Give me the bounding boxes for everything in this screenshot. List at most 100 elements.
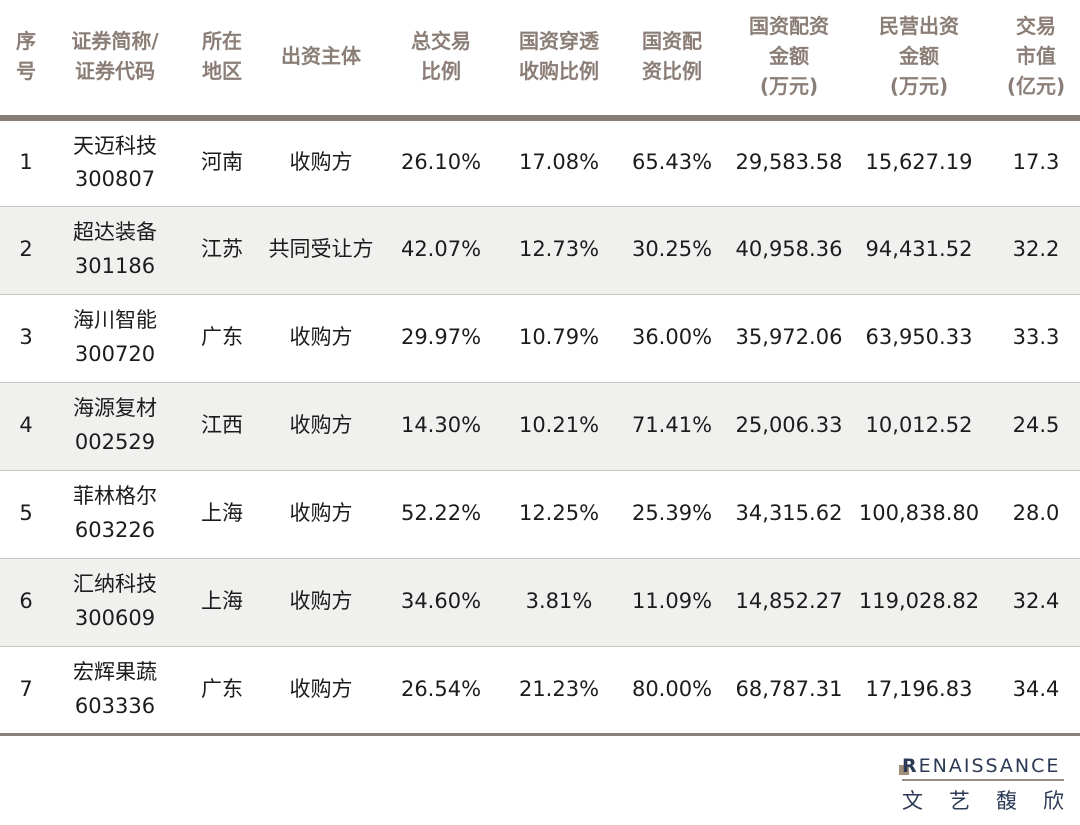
cell-index: 7 bbox=[19, 676, 33, 701]
security-code: 300609 bbox=[74, 606, 156, 630]
cell-market-value: 33.3 bbox=[1012, 325, 1060, 350]
cell-total-ratio: 29.97% bbox=[400, 325, 482, 350]
cell-index: 4 bbox=[19, 413, 33, 438]
cell-region: 广东 bbox=[201, 676, 243, 701]
cell-region: 江苏 bbox=[201, 237, 243, 262]
cell-allocation-ratio: 25.39% bbox=[631, 501, 713, 526]
cell-private-amount: 10,012.52 bbox=[865, 413, 973, 438]
cell-entity: 收购方 bbox=[289, 150, 353, 175]
cell-market-value: 17.3 bbox=[1012, 150, 1060, 175]
cell-total-ratio: 42.07% bbox=[400, 237, 482, 262]
cell-allocation-ratio: 30.25% bbox=[631, 237, 713, 262]
logo-r-mark: R bbox=[899, 755, 919, 777]
brand-chinese-name: 文艺馥欣 bbox=[902, 788, 1080, 813]
cell-private-amount: 63,950.33 bbox=[865, 325, 973, 350]
cell-total-ratio: 34.60% bbox=[400, 589, 482, 614]
security-name: 海源复材 bbox=[73, 396, 157, 421]
cell-private-amount: 15,627.19 bbox=[865, 150, 973, 175]
col-header-state-amount: 国资配资 金额 (万元) bbox=[749, 13, 829, 98]
table-row: 7 宏辉果蔬 603336 广东 收购方 26.54% 21.23% 80.00… bbox=[0, 646, 1080, 734]
cell-total-ratio: 14.30% bbox=[400, 413, 482, 438]
cell-penetration-ratio: 10.21% bbox=[518, 413, 600, 438]
cell-penetration-ratio: 21.23% bbox=[518, 676, 600, 701]
cell-entity: 收购方 bbox=[289, 676, 353, 701]
logo-swatch-icon bbox=[899, 764, 909, 775]
cell-penetration-ratio: 12.73% bbox=[518, 237, 600, 262]
col-header-region: 所在 地区 bbox=[202, 28, 242, 83]
cell-private-amount: 17,196.83 bbox=[865, 676, 973, 701]
brand-wordmark: RENAISSANCE bbox=[899, 755, 1064, 777]
brand-initial: R bbox=[902, 755, 919, 777]
security-code: 603336 bbox=[74, 693, 156, 718]
cell-state-amount: 29,583.58 bbox=[735, 150, 843, 175]
cell-state-amount: 68,787.31 bbox=[735, 676, 843, 701]
cell-allocation-ratio: 71.41% bbox=[631, 413, 713, 438]
cell-private-amount: 94,431.52 bbox=[865, 237, 973, 262]
security-name: 天迈科技 bbox=[73, 133, 157, 158]
deals-table: 序 号 证券简称/ 证券代码 所在 地区 出资主体 总交易 比例 国资穿透 收购… bbox=[0, 0, 1080, 734]
cell-index: 1 bbox=[19, 150, 33, 175]
security-name: 菲林格尔 bbox=[73, 484, 157, 509]
cell-entity: 收购方 bbox=[289, 413, 353, 438]
security-code: 300807 bbox=[74, 167, 156, 192]
cell-market-value: 34.4 bbox=[1012, 676, 1060, 701]
cell-penetration-ratio: 17.08% bbox=[518, 150, 600, 175]
cell-security: 菲林格尔 603226 bbox=[52, 470, 178, 558]
cell-state-amount: 40,958.36 bbox=[735, 237, 843, 262]
cell-entity: 收购方 bbox=[289, 501, 353, 526]
cell-region: 广东 bbox=[201, 325, 243, 350]
table-row: 1 天迈科技 300807 河南 收购方 26.10% 17.08% 65.43… bbox=[0, 118, 1080, 206]
table-body: 1 天迈科技 300807 河南 收购方 26.10% 17.08% 65.43… bbox=[0, 118, 1080, 734]
cell-entity: 收购方 bbox=[289, 325, 353, 350]
table-row: 4 海源复材 002529 江西 收购方 14.30% 10.21% 71.41… bbox=[0, 382, 1080, 470]
security-name: 汇纳科技 bbox=[73, 572, 157, 597]
cell-total-ratio: 52.22% bbox=[400, 501, 482, 526]
cell-security: 汇纳科技 300609 bbox=[52, 558, 178, 646]
cell-state-amount: 14,852.27 bbox=[735, 589, 843, 614]
cell-private-amount: 119,028.82 bbox=[858, 589, 980, 614]
col-header-total-ratio: 总交易 比例 bbox=[411, 28, 471, 83]
cell-market-value: 24.5 bbox=[1012, 413, 1060, 438]
security-code: 300720 bbox=[74, 342, 156, 366]
cell-security: 宏辉果蔬 603336 bbox=[52, 646, 178, 734]
cell-total-ratio: 26.10% bbox=[400, 150, 482, 175]
cell-state-amount: 35,972.06 bbox=[735, 325, 843, 350]
cell-index: 2 bbox=[19, 237, 33, 262]
cell-entity: 收购方 bbox=[289, 589, 353, 614]
cell-market-value: 32.4 bbox=[1012, 589, 1060, 614]
brand-divider bbox=[902, 778, 1064, 781]
col-header-private-amount: 民营出资 金额 (万元) bbox=[879, 13, 959, 98]
cell-state-amount: 25,006.33 bbox=[735, 413, 843, 438]
col-header-penetration-ratio: 国资穿透 收购比例 bbox=[519, 28, 599, 83]
table-row: 6 汇纳科技 300609 上海 收购方 34.60% 3.81% 11.09%… bbox=[0, 558, 1080, 646]
security-code: 301186 bbox=[74, 254, 156, 278]
security-name: 宏辉果蔬 bbox=[73, 659, 157, 684]
col-header-index: 序 号 bbox=[16, 28, 36, 83]
col-header-allocation-ratio: 国资配 资比例 bbox=[642, 28, 702, 83]
table-row: 5 菲林格尔 603226 上海 收购方 52.22% 12.25% 25.39… bbox=[0, 470, 1080, 558]
header-row: 序 号 证券简称/ 证券代码 所在 地区 出资主体 总交易 比例 国资穿透 收购… bbox=[0, 0, 1080, 118]
cell-penetration-ratio: 12.25% bbox=[518, 501, 600, 526]
cell-security: 超达装备 301186 bbox=[52, 206, 178, 294]
brand-rest: ENAISSANCE bbox=[918, 755, 1061, 777]
security-name: 超达装备 bbox=[73, 220, 157, 245]
cell-market-value: 28.0 bbox=[1012, 501, 1060, 526]
col-header-security: 证券简称/ 证券代码 bbox=[71, 28, 159, 83]
cell-allocation-ratio: 11.09% bbox=[631, 589, 713, 614]
cell-private-amount: 100,838.80 bbox=[858, 501, 980, 526]
cell-entity: 共同受让方 bbox=[268, 237, 374, 262]
security-code: 603226 bbox=[74, 518, 156, 542]
cell-region: 河南 bbox=[201, 150, 243, 175]
cell-index: 5 bbox=[19, 501, 33, 526]
cell-penetration-ratio: 10.79% bbox=[518, 325, 600, 350]
table-row: 3 海川智能 300720 广东 收购方 29.97% 10.79% 36.00… bbox=[0, 294, 1080, 382]
col-header-market-value: 交易 市值 (亿元) bbox=[1006, 13, 1066, 98]
cell-security: 天迈科技 300807 bbox=[52, 118, 178, 206]
cell-security: 海川智能 300720 bbox=[52, 294, 178, 382]
cell-total-ratio: 26.54% bbox=[400, 676, 482, 701]
cell-region: 上海 bbox=[201, 589, 243, 614]
cell-allocation-ratio: 80.00% bbox=[631, 676, 713, 701]
cell-index: 6 bbox=[19, 589, 33, 614]
table-row: 2 超达装备 301186 江苏 共同受让方 42.07% 12.73% 30.… bbox=[0, 206, 1080, 294]
